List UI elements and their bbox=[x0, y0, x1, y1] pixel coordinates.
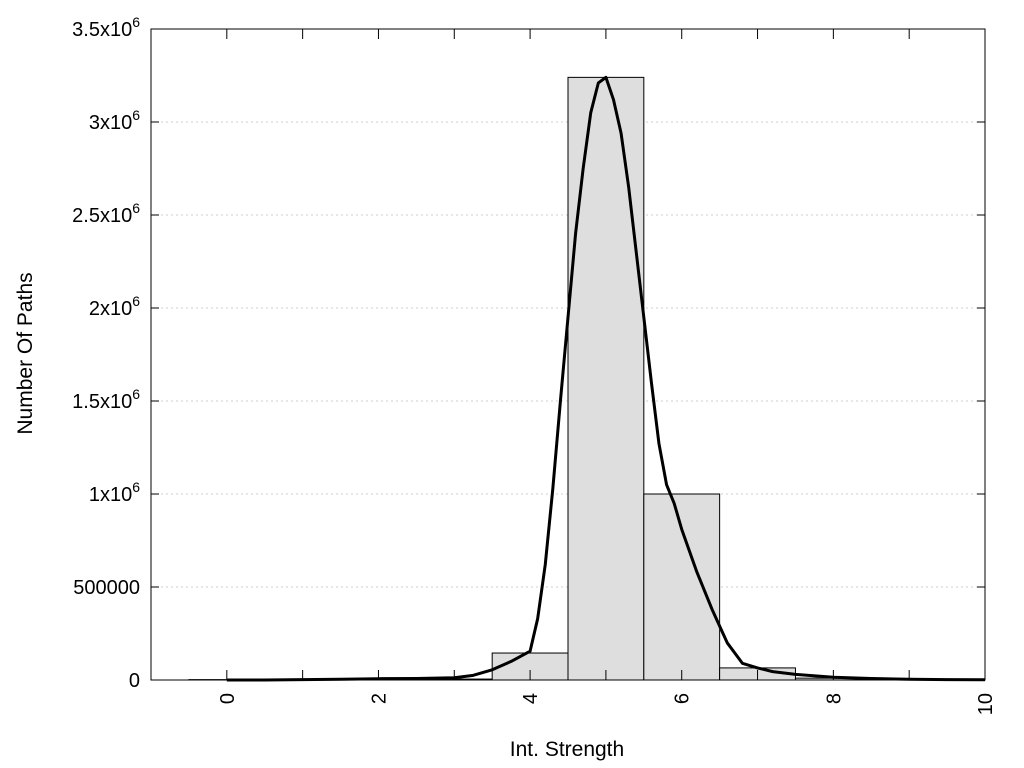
y-tick-label-0: 0 bbox=[129, 670, 140, 692]
y-tick-label-1: 500000 bbox=[73, 577, 140, 599]
x-axis-title: Int. Strength bbox=[510, 738, 624, 761]
x-tick-label-0: 0 bbox=[217, 693, 239, 704]
y-axis: 0 500000 1x106 1.5x106 2x106 2.5x106 3x106 3.5x… bbox=[72, 14, 985, 692]
x-tick-label-3: 6 bbox=[672, 693, 694, 704]
x-tick-label-5: 10 bbox=[975, 693, 997, 715]
y-axis-title: Number Of Paths bbox=[14, 272, 37, 434]
y-tick-label-7: 3.5x106 bbox=[72, 14, 140, 41]
x-tick-label-2: 4 bbox=[520, 693, 542, 704]
plot-frame bbox=[150, 28, 986, 681]
y-tick-label-5: 2.5x106 bbox=[72, 200, 140, 227]
bar-5 bbox=[567, 76, 645, 681]
y-tick-label-3: 1.5x106 bbox=[72, 386, 140, 413]
x-tick-label-1: 2 bbox=[368, 693, 390, 704]
bar-6 bbox=[643, 493, 721, 681]
y-tick-label-4: 2x106 bbox=[89, 293, 140, 320]
fit-curve bbox=[226, 75, 986, 682]
y-tick-label-2: 1x106 bbox=[89, 479, 140, 506]
x-axis: 0 2 4 6 8 10 bbox=[217, 29, 997, 715]
x-tick-label-4: 8 bbox=[823, 693, 845, 704]
histogram-bars bbox=[188, 76, 948, 681]
y-tick-label-6: 3x106 bbox=[89, 107, 140, 134]
